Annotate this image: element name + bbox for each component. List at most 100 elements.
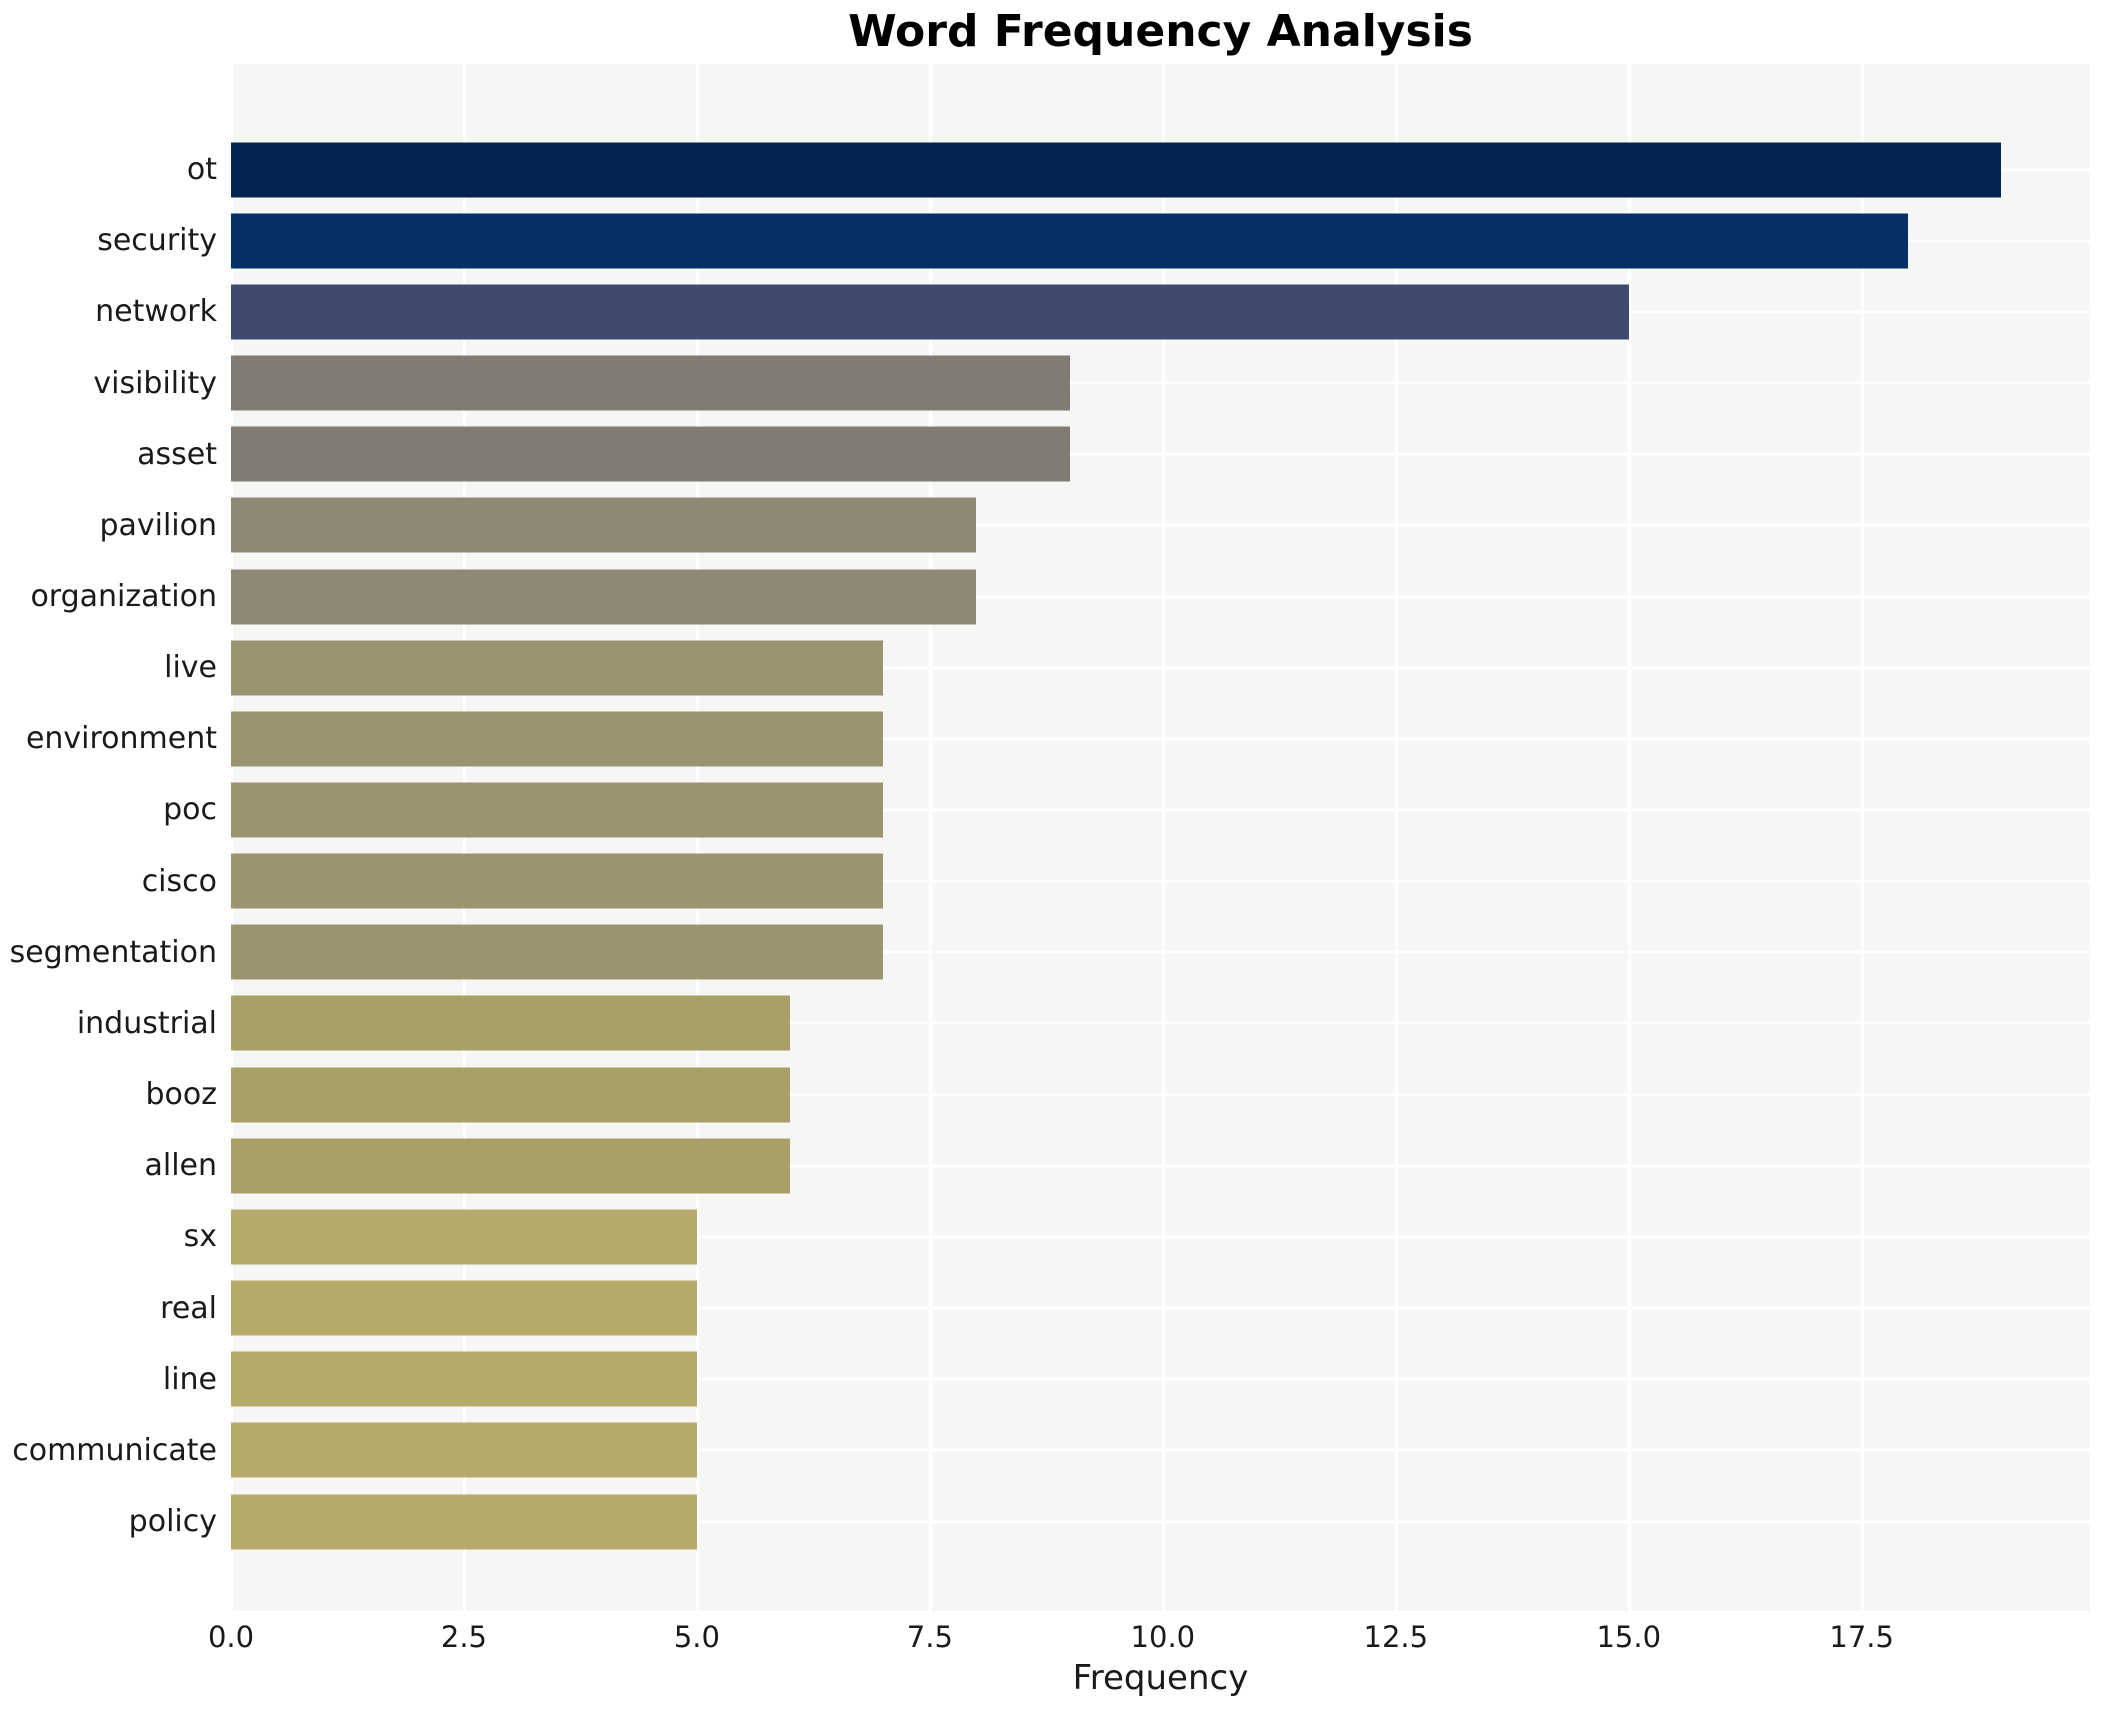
bar	[231, 497, 977, 553]
y-tick-label: communicate	[12, 1432, 217, 1468]
bar	[231, 1209, 697, 1265]
bar	[231, 1422, 697, 1478]
chart-title: Word Frequency Analysis	[848, 6, 1473, 57]
bar-row	[231, 703, 2090, 774]
bar-row	[231, 1486, 2090, 1557]
y-label-row: cisco	[0, 846, 217, 917]
y-tick-label: live	[164, 650, 217, 686]
y-label-row: allen	[0, 1130, 217, 1201]
horizontal-gridline	[231, 1306, 2090, 1310]
bar	[231, 782, 884, 838]
bar-row	[231, 419, 2090, 490]
x-tick-label: 10.0	[1130, 1620, 1196, 1654]
y-tick-label: pavilion	[99, 507, 217, 543]
y-axis-labels: ot security network visibility asset pavilion…	[0, 64, 217, 1611]
y-tick-label: poc	[163, 792, 217, 828]
y-tick-label: segmentation	[9, 934, 217, 970]
bar-row	[231, 1273, 2090, 1344]
bar-row	[231, 276, 2090, 347]
horizontal-gridline	[231, 950, 2090, 954]
y-tick-label: policy	[128, 1504, 217, 1540]
y-tick-label: security	[97, 223, 217, 259]
y-label-row: segmentation	[0, 917, 217, 988]
horizontal-gridline	[231, 1164, 2090, 1168]
bar-row	[231, 1130, 2090, 1201]
horizontal-gridline	[231, 1520, 2090, 1524]
y-label-row: booz	[0, 1059, 218, 1130]
horizontal-gridline	[231, 452, 2090, 456]
bar	[231, 426, 1070, 482]
bar-row	[231, 774, 2090, 845]
y-tick-label: network	[95, 294, 217, 330]
horizontal-gridline	[231, 1448, 2090, 1452]
bar	[231, 640, 884, 696]
bar	[231, 569, 977, 625]
horizontal-gridline	[231, 879, 2090, 883]
y-label-row: poc	[0, 774, 217, 845]
x-axis-title: Frequency	[1072, 1658, 1249, 1698]
horizontal-gridline	[231, 1377, 2090, 1381]
vertical-gridline	[1627, 64, 1631, 1611]
horizontal-gridline	[231, 523, 2090, 527]
bar-row	[231, 134, 2090, 205]
horizontal-gridline	[231, 381, 2090, 385]
y-tick-label: organization	[30, 579, 217, 615]
y-tick-label: real	[160, 1290, 217, 1326]
bar	[231, 355, 1070, 411]
y-label-row: environment	[0, 703, 217, 774]
y-tick-label: asset	[137, 436, 217, 472]
y-label-row: security	[0, 205, 217, 276]
y-label-row: live	[0, 632, 217, 703]
bar-row	[231, 846, 2090, 917]
bar	[231, 1067, 791, 1123]
bar-rows	[231, 64, 2090, 1611]
y-label-row: line	[0, 1344, 217, 1415]
y-label-row: industrial	[0, 988, 217, 1059]
vertical-gridline	[462, 64, 466, 1611]
bar-row	[231, 917, 2090, 988]
y-tick-label: sx	[183, 1219, 217, 1255]
vertical-gridline	[695, 64, 699, 1611]
bar-row	[231, 490, 2090, 561]
bar-row	[231, 561, 2090, 632]
y-label-row: real	[0, 1273, 217, 1344]
bar-row	[231, 632, 2090, 703]
vertical-gridline	[1394, 64, 1398, 1611]
bar	[231, 1494, 697, 1550]
y-tick-label: ot	[186, 152, 217, 188]
horizontal-gridline	[231, 1021, 2090, 1025]
y-label-row: sx	[0, 1201, 217, 1272]
y-tick-label: environment	[25, 721, 217, 757]
bar	[231, 213, 1909, 269]
x-tick-label: 15.0	[1596, 1620, 1662, 1654]
vertical-gridline	[1161, 64, 1165, 1611]
y-label-row: visibility	[0, 347, 217, 418]
bar	[231, 284, 1629, 340]
bar	[231, 142, 2002, 198]
horizontal-gridline	[231, 737, 2090, 741]
x-tick-label: 5.0	[673, 1620, 720, 1654]
bar	[231, 1280, 697, 1336]
bar-row	[231, 988, 2090, 1059]
x-tick-label: 0.0	[207, 1620, 255, 1654]
bar	[231, 711, 884, 767]
x-tick-label: 2.5	[440, 1620, 488, 1654]
bar	[231, 995, 791, 1051]
x-tick-label: 17.5	[1829, 1620, 1894, 1654]
y-tick-label: industrial	[76, 1005, 217, 1041]
bar-row	[231, 1059, 2090, 1130]
bar-row	[231, 347, 2090, 418]
y-tick-label: cisco	[141, 863, 217, 899]
vertical-gridline	[1860, 64, 1864, 1611]
y-tick-label: booz	[145, 1077, 218, 1113]
bar-row	[231, 205, 2090, 276]
y-label-row: organization	[0, 561, 217, 632]
y-label-row: ot	[0, 134, 217, 205]
x-tick-label: 12.5	[1363, 1620, 1429, 1654]
bar-row	[231, 1201, 2090, 1272]
y-label-row: policy	[0, 1486, 217, 1557]
y-tick-label: visibility	[93, 365, 217, 401]
y-label-row: asset	[0, 419, 217, 490]
vertical-gridline	[928, 64, 932, 1611]
